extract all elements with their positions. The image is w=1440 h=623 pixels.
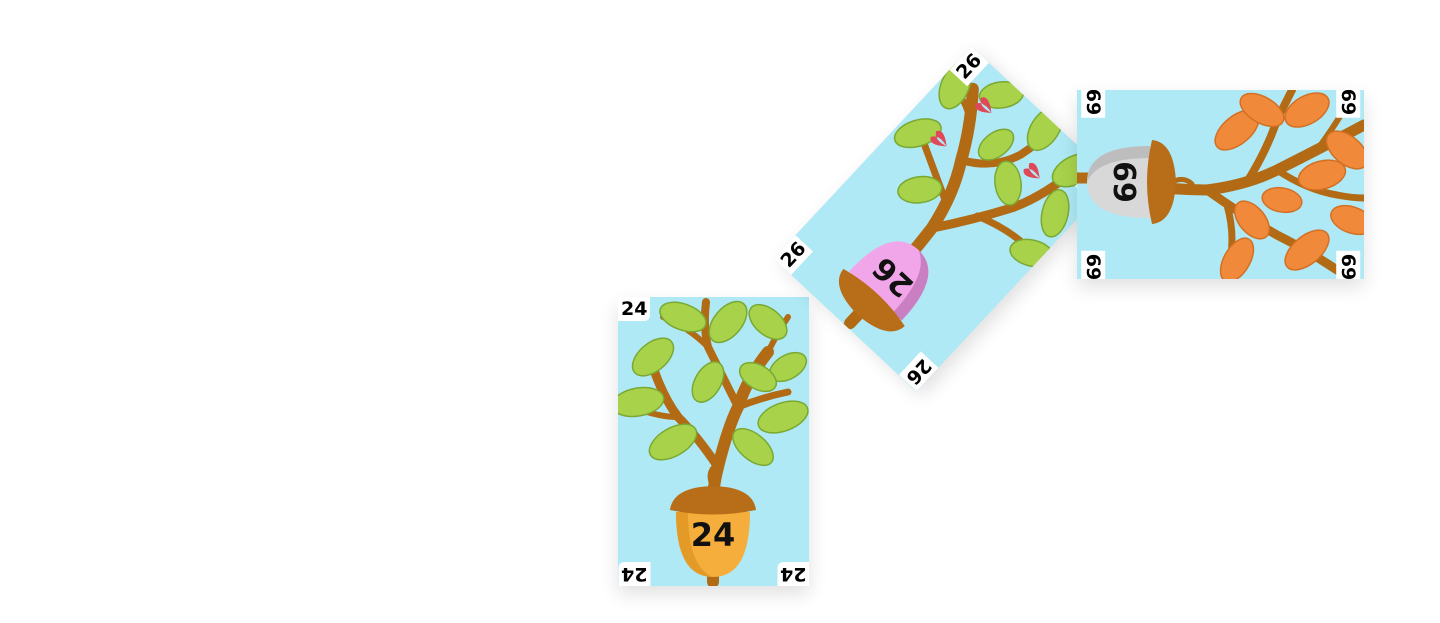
tree-card-24[interactable]: 24 24 24 24: [618, 297, 809, 586]
corner-number-top-left: 69: [1081, 90, 1106, 119]
tree-card-26-wrapper: 26 26 26 26 26: [773, 46, 1115, 392]
butterfly-icon: [930, 97, 1040, 179]
oak-tree-illustration: 24: [618, 298, 809, 586]
acorn-icon: 24: [670, 462, 756, 577]
corner-number-bottom-left: 24: [618, 562, 651, 586]
tree-card-69[interactable]: 69 69 69 69 69: [1077, 90, 1364, 279]
tree-card-26[interactable]: 26 26 26 26 26: [773, 46, 1115, 392]
acorn-icon: 26: [838, 241, 929, 332]
corner-number-bottom-right: 69: [1335, 250, 1360, 279]
corner-number-bottom-right: 24: [776, 562, 809, 586]
acorn-number: 69: [1106, 161, 1141, 203]
acorn-icon: 69: [1087, 140, 1195, 224]
corner-number-top-right: 69: [1335, 90, 1360, 119]
oak-tree-with-butterflies-illustration: 26: [838, 62, 1098, 332]
acorn-number: 24: [691, 516, 736, 554]
autumn-oak-tree-illustration: 69: [1077, 90, 1364, 279]
corner-number-top-left: 24: [618, 297, 651, 321]
corner-number-bottom-left: 69: [1081, 250, 1106, 279]
